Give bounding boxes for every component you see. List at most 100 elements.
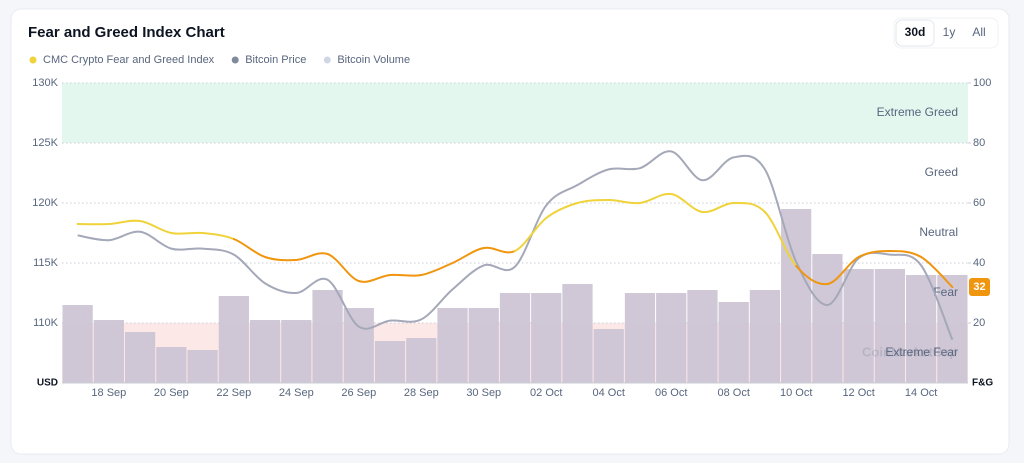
range-button-bg[interactable] [895, 19, 935, 47]
fear-greed-segment [514, 217, 548, 252]
x-tick-label: 26 Sep [341, 387, 376, 399]
range-group [893, 17, 999, 49]
volume-bar [687, 290, 718, 383]
fear-greed-segment [420, 262, 454, 276]
zone [62, 83, 968, 143]
volume-bar [874, 269, 906, 383]
volume-bar [156, 347, 187, 383]
fear-greed-segment [545, 202, 579, 219]
volume-bar [406, 338, 437, 383]
y-tick-label: 125K [32, 137, 58, 149]
volume-bar [781, 209, 812, 383]
volume-bar [374, 341, 406, 383]
volume-bar [593, 329, 624, 383]
fear-greed-segment [107, 219, 142, 225]
volume-bar [437, 308, 468, 383]
zone-label: Extreme Greed [877, 105, 958, 119]
volume-bar [218, 296, 249, 383]
x-tick-label: 24 Sep [279, 387, 314, 399]
fear-greed-segment [451, 247, 485, 264]
volume-bar [312, 290, 343, 383]
fear-greed-segment [357, 274, 392, 283]
y2-tick-label: 60 [973, 197, 985, 209]
fear-greed-segment [389, 273, 423, 277]
fear-greed-segment [326, 253, 360, 282]
legend-dot [231, 56, 239, 64]
x-tick-label: 14 Oct [905, 387, 937, 399]
x-tick-label: 06 Oct [655, 387, 687, 399]
volume-bar [93, 320, 124, 383]
range-button[interactable]: All [972, 25, 985, 39]
zone-label: Fear [933, 285, 958, 299]
zone-label: Extreme Fear [885, 345, 958, 359]
y2-tick-label: 20 [973, 317, 985, 329]
volume-bar [562, 284, 593, 383]
price-line [77, 150, 954, 341]
volume-bar [843, 269, 874, 383]
volume-bar [624, 293, 656, 383]
x-tick-label: 22 Sep [216, 387, 251, 399]
fear-greed-segment [670, 193, 704, 213]
current-value-label: 32 [973, 281, 985, 293]
y-tick-label: 130K [32, 77, 58, 89]
fear-greed-segment [232, 238, 267, 258]
volume-bar [499, 293, 531, 383]
legend-dot [29, 56, 37, 64]
volume-bar [124, 332, 156, 383]
x-tick-label: 30 Sep [466, 387, 501, 399]
fear-greed-segment [826, 256, 860, 285]
fear-greed-segment [888, 250, 923, 258]
range-button-label[interactable]: All [972, 25, 985, 39]
volume-bar [187, 350, 218, 383]
legend-label: CMC Crypto Fear and Greed Index [43, 54, 215, 66]
current-value-badge [969, 278, 990, 296]
watermark: CoinMarketCap [862, 344, 957, 359]
range-button[interactable]: 1y [943, 25, 956, 39]
x-tick-label: 20 Sep [154, 387, 189, 399]
y2-tick-label: 100 [973, 77, 991, 89]
range-button-label[interactable]: 30d [905, 25, 926, 39]
range-button-label[interactable]: 1y [943, 25, 956, 39]
volume-bar [812, 254, 843, 383]
volume-bar [468, 308, 499, 383]
chart-title: Fear and Greed Index Chart [28, 24, 225, 41]
y-tick-label: 120K [32, 197, 58, 209]
x-tick-label: 18 Sep [91, 387, 126, 399]
legend-label: Bitcoin Volume [337, 54, 410, 66]
fear-greed-segment [857, 250, 891, 258]
volume-bar [249, 320, 281, 383]
zone-label: Greed [925, 165, 958, 179]
fear-greed-segment [201, 232, 235, 240]
y2-tick-label: 40 [973, 257, 985, 269]
y-axis-label: USD [37, 378, 58, 389]
fear-greed-segment [607, 199, 641, 205]
fear-greed-segment [264, 256, 298, 262]
volume-bar [343, 308, 374, 383]
range-button[interactable]: 30d [895, 19, 935, 47]
fear-greed-segment [576, 199, 610, 204]
volume-bar [937, 275, 968, 383]
x-tick-label: 04 Oct [593, 387, 625, 399]
fear-greed-segment [920, 256, 954, 288]
legend-label: Bitcoin Price [245, 54, 306, 66]
fear-greed-segment [732, 201, 766, 213]
x-tick-label: 08 Oct [717, 387, 749, 399]
x-tick-label: 28 Sep [404, 387, 439, 399]
volume-bar [906, 275, 937, 383]
volume-bar [718, 302, 749, 383]
fear-greed-segment [795, 265, 829, 286]
volume-bar [62, 305, 93, 383]
fear-greed-segment [638, 192, 673, 204]
volume-bar [749, 290, 781, 383]
y-tick-label: 115K [33, 257, 59, 269]
x-tick-label: 12 Oct [842, 387, 874, 399]
legend-dot [323, 56, 331, 64]
x-tick-label: 10 Oct [780, 387, 812, 399]
fear-greed-segment [482, 246, 516, 254]
volume-bar [281, 320, 312, 383]
y2-axis-label: F&G [972, 378, 993, 389]
y2-tick-label: 80 [973, 137, 985, 149]
volume-bar [531, 293, 562, 383]
fear-greed-segment [701, 202, 735, 214]
volume-bar [656, 293, 687, 383]
